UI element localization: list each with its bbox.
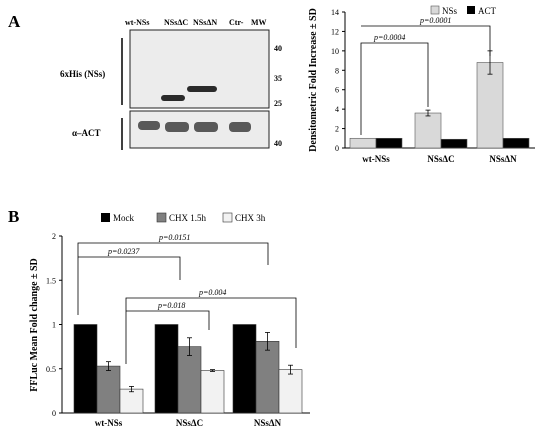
chart-b-sig-bracket — [77, 242, 269, 315]
blot-lane-label: NSsΔC — [164, 18, 188, 27]
chart-a-y-tick-label: 2 — [335, 125, 339, 134]
chart-a-y-tick-label: 14 — [331, 8, 339, 17]
blot-mw-marker: 40 — [274, 44, 282, 53]
panel-b-letter: B — [8, 207, 19, 226]
chart-b-bar — [232, 324, 257, 414]
blot-mw-marker: 40 — [274, 139, 282, 148]
blot-band-nssdc — [161, 95, 185, 101]
chart-b-y-tick-label: 0 — [52, 409, 56, 418]
chart-a-y-tick-label: 10 — [331, 47, 339, 56]
chart-a-y-tick-label: 12 — [331, 27, 339, 36]
chart-b-x-tick-label: wt-NSs — [95, 418, 123, 428]
chart-b-bar — [73, 324, 98, 414]
blot-row-label-nss: 6xHis (NSs) — [60, 69, 105, 79]
blot-row-label-act: α–ACT — [72, 128, 101, 138]
chart-b-bar — [278, 369, 303, 414]
chart-a-ylabel: Densitometric Fold Increase ± SD — [308, 8, 319, 152]
blot-band-act — [229, 122, 251, 132]
chart-b-sig-bracket — [125, 297, 297, 364]
chart-a-bar — [502, 137, 530, 149]
chart-b-bar — [96, 365, 121, 414]
chart-a-y-tick-label: 4 — [335, 105, 339, 114]
chart-b-legend-swatch-chx3 — [222, 212, 233, 223]
chart-b-bar — [154, 324, 179, 414]
blot-band-act — [165, 122, 189, 132]
chart-b-pvalue: p=0.0237 — [107, 247, 140, 256]
chart-a-bar — [375, 137, 403, 149]
panel-a-letter: A — [8, 12, 21, 31]
chart-a-bar — [414, 112, 442, 149]
chart-b-bar — [255, 341, 280, 414]
chart-b-legend-label: CHX 3h — [235, 213, 266, 223]
chart-b-bar — [119, 388, 144, 414]
chart-a-densitometry: Densitometric Fold Increase ± SD 0 2 4 6 8 10… — [308, 5, 535, 164]
chart-b-ffluc: Mock CHX 1.5h CHX 3h FFLuc Mean Fold cha… — [29, 212, 310, 428]
chart-b-pvalue: p=0.0151 — [158, 233, 190, 242]
chart-b-legend-label: CHX 1.5h — [169, 213, 207, 223]
chart-b-y-tick-label: 0.5 — [46, 365, 56, 374]
blot-lane-label: MW — [251, 18, 267, 27]
chart-b-bar — [200, 370, 225, 414]
chart-a-pvalue: p=0.0001 — [419, 16, 451, 25]
chart-b-sig-bracket — [126, 310, 210, 330]
chart-b-sig-bracket — [78, 256, 181, 280]
blot-membrane-top — [129, 29, 270, 109]
chart-a-legend-label: NSs — [442, 6, 458, 16]
chart-b-legend-swatch-mock — [101, 213, 110, 222]
chart-a-y-tick-label: 8 — [335, 66, 339, 75]
chart-a-legend-swatch-nss — [430, 5, 440, 15]
chart-b-legend-label: Mock — [113, 213, 134, 223]
blot-lane-label: Ctr- — [229, 18, 244, 27]
blot-band-act — [194, 122, 218, 132]
chart-a-y-tick-label: 0 — [335, 144, 339, 153]
chart-b-bar — [177, 346, 202, 414]
chart-b-y-tick-label: 1 — [52, 321, 56, 330]
blot-lane-label: NSsΔN — [193, 18, 217, 27]
chart-a-bar — [476, 62, 504, 149]
chart-a-x-tick-label: NSsΔC — [427, 154, 454, 164]
chart-a-legend-swatch-act — [467, 6, 475, 14]
blot-lane-label: wt-NSs — [125, 18, 149, 27]
chart-a-pvalue: p=0.0004 — [373, 33, 405, 42]
chart-a-legend-label: ACT — [478, 6, 497, 16]
chart-a-y-tick-label: 6 — [335, 86, 339, 95]
chart-b-x-tick-label: NSsΔN — [254, 418, 282, 428]
chart-b-x-tick-label: NSsΔC — [176, 418, 203, 428]
blot-band-nssdn — [187, 86, 217, 92]
blot-mw-marker: 35 — [274, 74, 282, 83]
chart-b-ylabel: FFLuc Mean Fold change ± SD — [29, 258, 40, 392]
blot-mw-marker: 25 — [274, 99, 282, 108]
chart-a-x-tick-label: wt-NSs — [362, 154, 390, 164]
chart-b-pvalue: p=0.018 — [157, 301, 185, 310]
chart-a-x-tick-label: NSsΔN — [489, 154, 517, 164]
chart-a-sig-bracket — [361, 25, 491, 56]
chart-b-pvalue: p=0.004 — [198, 288, 226, 297]
chart-a-bar — [349, 137, 377, 149]
chart-a-sig-bracket — [360, 42, 429, 135]
chart-b-y-tick-label: 1.5 — [46, 276, 56, 285]
blot-band-act — [138, 121, 160, 130]
chart-b-y-tick-label: 2 — [52, 232, 56, 241]
western-blot: wt-NSs NSsΔC NSsΔN Ctr- MW 6xHis (NSs) α… — [60, 18, 282, 150]
chart-a-bar — [440, 138, 468, 149]
chart-b-legend-swatch-chx15 — [156, 212, 167, 223]
